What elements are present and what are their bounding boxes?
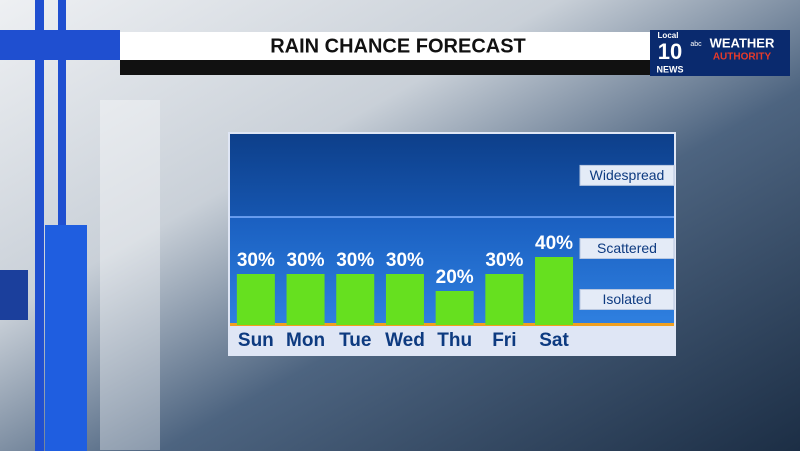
value-label: 30% (237, 250, 275, 271)
x-tick-label: Wed (385, 330, 425, 351)
logo-authority: AUTHORITY (713, 52, 772, 63)
bar (435, 291, 474, 325)
bar (385, 274, 424, 325)
logo-network: abc (690, 41, 702, 48)
chart-title: RAIN CHANCE FORECAST (270, 35, 526, 57)
x-tick-label: Sun (238, 330, 274, 351)
y-tick-label: Scattered (597, 240, 657, 256)
value-label: 20% (436, 267, 474, 288)
title-underbar (120, 60, 660, 75)
bar (535, 257, 574, 325)
value-label: 40% (535, 233, 573, 254)
bar (485, 274, 524, 325)
panel-shade (100, 100, 160, 450)
y-tick-box (579, 289, 675, 310)
stripe (35, 0, 44, 451)
y-tick-label: Isolated (602, 291, 651, 307)
stripe (45, 225, 87, 451)
title-bar (120, 32, 660, 60)
bar (336, 274, 375, 325)
value-label: 30% (386, 250, 424, 271)
logo-bg (650, 30, 790, 76)
value-label: 30% (336, 250, 374, 271)
x-tick-label: Tue (339, 330, 371, 351)
logo-weather: WEATHER (710, 35, 775, 50)
x-tick-label: Mon (286, 330, 325, 351)
stripe (0, 270, 28, 320)
logo-news: NEWS (657, 64, 684, 74)
stripe (0, 30, 120, 60)
value-label: 30% (485, 250, 523, 271)
y-tick-label: Widespread (590, 167, 665, 183)
x-tick-label: Sat (539, 330, 569, 351)
y-tick-box (579, 164, 675, 186)
logo-local: Local (658, 31, 679, 40)
bar (236, 274, 275, 325)
y-tick-box (579, 238, 675, 259)
bar (286, 274, 325, 325)
x-tick-label: Fri (492, 330, 516, 351)
x-tick-label: Thu (437, 330, 472, 351)
logo-number: 10 (658, 39, 682, 64)
value-label: 30% (287, 250, 325, 271)
